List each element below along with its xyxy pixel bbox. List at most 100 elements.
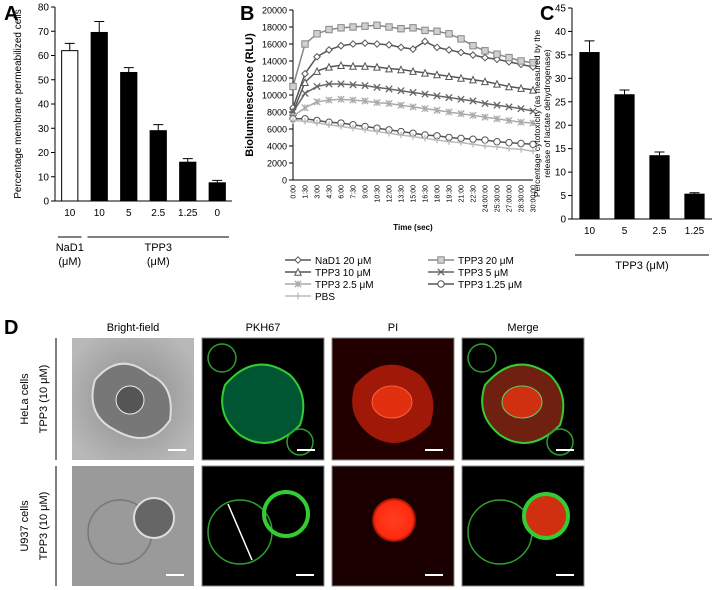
cell-outline <box>262 490 310 538</box>
marker <box>493 115 501 123</box>
marker <box>385 23 393 31</box>
marker <box>397 25 405 33</box>
error-bar <box>153 124 164 131</box>
bar <box>649 155 670 220</box>
marker <box>433 43 441 52</box>
marker <box>469 97 477 105</box>
marker <box>445 93 453 102</box>
y-tick-label: 20 <box>38 148 50 159</box>
marker <box>445 138 453 145</box>
marker <box>294 280 302 288</box>
bar <box>208 182 226 202</box>
marker <box>493 143 501 151</box>
x-tick-label: 3:00 <box>315 185 322 199</box>
marker <box>529 119 537 127</box>
marker <box>373 128 381 135</box>
marker <box>456 73 466 82</box>
marker <box>396 65 406 74</box>
marker <box>349 96 357 104</box>
cell-nucleus <box>115 385 145 415</box>
legend-label: TPP3 20 μM <box>458 256 514 267</box>
marker <box>325 80 333 88</box>
marker <box>433 27 441 35</box>
marker <box>325 121 333 128</box>
panel-letter: A <box>4 3 18 25</box>
legend-label: TPP3 2.5 μM <box>315 280 374 291</box>
marker <box>481 142 489 150</box>
marker <box>336 60 346 69</box>
marker <box>505 103 513 111</box>
x-tick-label: 19:30 <box>447 185 454 203</box>
marker <box>457 139 465 146</box>
x-tick-label: 30:00:00 <box>531 185 538 212</box>
marker <box>437 256 445 264</box>
row-cell-label: U937 cells <box>19 500 31 552</box>
image-brightfield <box>72 466 194 586</box>
marker <box>325 25 333 34</box>
marker <box>517 104 525 113</box>
y-tick-label: 0 <box>282 176 287 186</box>
x-tick-label: 10 <box>94 208 106 219</box>
marker <box>420 68 430 77</box>
marker <box>337 80 345 88</box>
y-axis-label: Percentage membrane permeabilized cells <box>13 9 24 199</box>
group-label: (μM) <box>58 256 81 268</box>
legend-label: PBS <box>315 292 335 303</box>
y-tick-label: 6000 <box>267 125 287 135</box>
micrograph-grid <box>72 337 585 587</box>
y-tick-label: 35 <box>555 50 567 61</box>
marker <box>325 96 333 104</box>
y-tick-label: 15 <box>555 144 567 155</box>
x-tick-label: 1.25 <box>178 208 198 219</box>
marker <box>445 30 453 38</box>
marker <box>337 123 345 130</box>
marker <box>397 43 405 52</box>
marker <box>421 104 429 113</box>
error-bar <box>212 179 223 183</box>
marker <box>517 118 525 126</box>
y-tick-label: 20 <box>555 121 567 132</box>
marker <box>421 37 429 46</box>
x-tick-label: 13:30 <box>399 185 406 203</box>
marker <box>324 62 334 71</box>
marker <box>312 66 322 75</box>
marker <box>529 59 537 67</box>
error-bar <box>94 21 105 33</box>
panel-letter: B <box>240 3 254 25</box>
group-label: NaD1 <box>56 242 84 254</box>
marker <box>457 48 465 57</box>
x-tick-label: 0 <box>214 208 220 219</box>
marker <box>529 140 537 149</box>
marker <box>469 42 477 50</box>
marker <box>505 116 513 125</box>
marker <box>481 99 489 108</box>
marker <box>337 95 345 103</box>
marker <box>397 101 405 109</box>
marker <box>469 111 477 120</box>
marker <box>373 83 381 92</box>
y-tick-label: 80 <box>38 3 50 14</box>
marker <box>313 52 321 61</box>
y-tick-label: 2000 <box>267 159 287 169</box>
marker <box>293 267 303 276</box>
marker <box>301 40 309 48</box>
marker <box>437 268 445 276</box>
marker <box>457 110 465 118</box>
marker <box>409 88 417 97</box>
marker <box>337 41 345 50</box>
row-treatment-label: TPP3 (10 μM) <box>38 365 50 434</box>
error-bar <box>64 42 75 51</box>
marker <box>313 30 321 38</box>
column-header: Merge <box>507 322 538 334</box>
marker <box>397 87 405 95</box>
bar <box>684 193 705 220</box>
marker <box>349 81 357 89</box>
x-tick-label: 24:00:00 <box>483 185 490 212</box>
error-bar <box>182 158 193 163</box>
marker <box>409 45 417 54</box>
x-tick-label: 21:00 <box>459 185 466 203</box>
marker <box>313 98 321 106</box>
y-tick-label: 50 <box>38 75 50 86</box>
panel-letter: D <box>4 317 18 339</box>
bar <box>179 161 197 202</box>
